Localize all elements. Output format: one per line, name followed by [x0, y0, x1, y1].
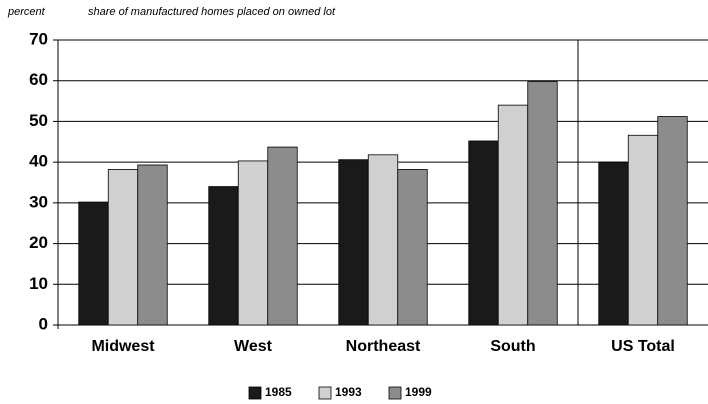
y-tick-label: 30 [29, 192, 48, 211]
x-tick-label: Northeast [346, 338, 421, 355]
chart-title: share of manufactured homes placed on ow… [88, 6, 336, 18]
legend-swatch [318, 386, 332, 400]
bar [497, 104, 529, 326]
bar [78, 201, 109, 326]
legend-label: 1993 [335, 385, 362, 399]
bar [527, 81, 558, 326]
y-tick-label: 70 [29, 29, 48, 48]
bar [397, 169, 428, 326]
bar [208, 186, 239, 326]
legend-swatch [248, 386, 262, 400]
y-tick-label: 10 [29, 274, 48, 293]
y-tick-label: 60 [29, 70, 48, 89]
bar [367, 154, 399, 326]
bar [107, 169, 139, 326]
y-axis-label: percent [7, 6, 46, 18]
x-tick-label: South [490, 338, 535, 355]
legend-label: 1999 [405, 385, 432, 399]
legend-label: 1985 [265, 385, 292, 399]
x-tick-label: Midwest [91, 338, 155, 355]
y-tick-label: 20 [29, 233, 48, 252]
y-tick-label: 40 [29, 152, 48, 171]
bar [137, 164, 168, 326]
bar [627, 134, 659, 326]
y-tick-label: 0 [39, 314, 48, 333]
x-tick-label: US Total [611, 338, 675, 355]
x-tick-label: West [234, 338, 273, 355]
legend-swatch [388, 386, 402, 400]
bar [657, 116, 688, 326]
bar [338, 159, 369, 326]
bar [598, 161, 629, 326]
y-tick-label: 50 [29, 111, 48, 130]
bar [468, 140, 499, 326]
bar [237, 160, 269, 326]
bar [267, 146, 298, 326]
